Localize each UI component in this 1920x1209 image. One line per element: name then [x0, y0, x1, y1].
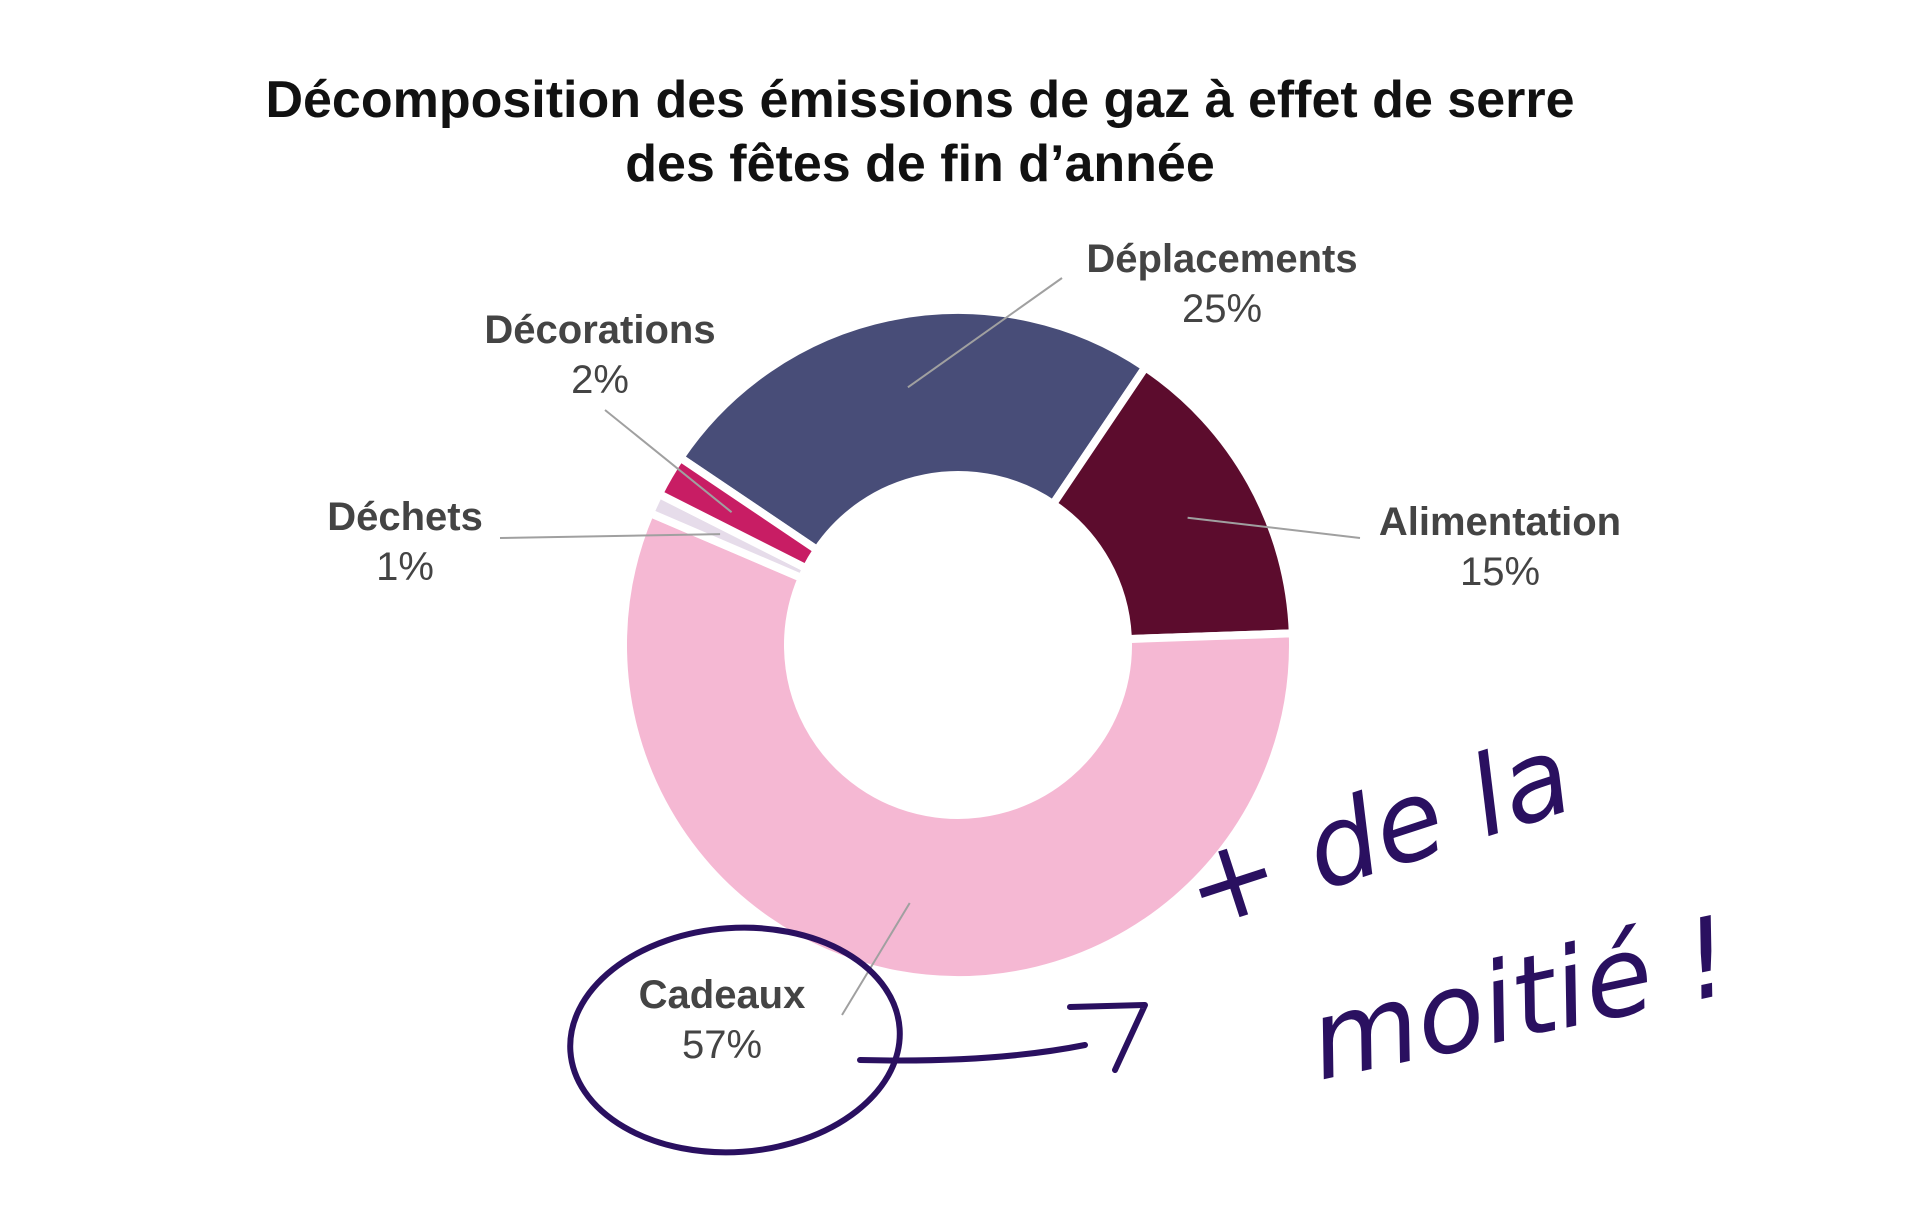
- slice-label-value: 57%: [682, 1023, 762, 1067]
- slice-label-value: 15%: [1460, 550, 1540, 594]
- slice-label-name: Déchets: [327, 495, 483, 539]
- slice-label-value: 25%: [1182, 287, 1262, 331]
- slice-label-name: Déplacements: [1086, 237, 1357, 281]
- donut-slices: [619, 306, 1297, 984]
- chart-title-line-1: Décomposition des émissions de gaz à eff…: [265, 71, 1575, 129]
- donut-slice-cadeaux: [619, 507, 1297, 984]
- slice-label-name: Décorations: [484, 308, 715, 352]
- leader-line: [1187, 516, 1361, 539]
- slice-label-value: 2%: [571, 358, 629, 402]
- handwritten-note-line-2: moitié !: [1299, 892, 1742, 1106]
- leader-line: [604, 409, 733, 513]
- slice-labels: Déplacements 25% Alimentation 15% Cadeaux 57%…: [327, 237, 1621, 1067]
- leader-lines: [499, 277, 1361, 1016]
- handwritten-arrow-head: [1067, 1002, 1148, 1073]
- chart-title: Décomposition des émissions de gaz à eff…: [0, 68, 1840, 196]
- donut-slice-deplacements: [674, 306, 1151, 556]
- handwritten-arrow: [857, 1042, 1088, 1064]
- donut-slice-alimentation: [1047, 361, 1297, 644]
- leader-line: [841, 902, 911, 1016]
- chart-title-line-2: des fêtes de fin d’année: [625, 135, 1215, 193]
- handwritten-circle: [567, 924, 903, 1156]
- slice-label-name: Alimentation: [1379, 500, 1621, 544]
- slice-label-name: Cadeaux: [639, 973, 806, 1017]
- leader-line: [907, 277, 1063, 389]
- leader-line: [499, 533, 721, 539]
- slice-label-value: 1%: [376, 545, 434, 589]
